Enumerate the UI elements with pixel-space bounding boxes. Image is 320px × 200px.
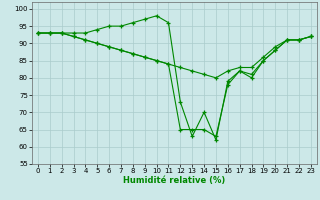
X-axis label: Humidité relative (%): Humidité relative (%) (123, 176, 226, 185)
